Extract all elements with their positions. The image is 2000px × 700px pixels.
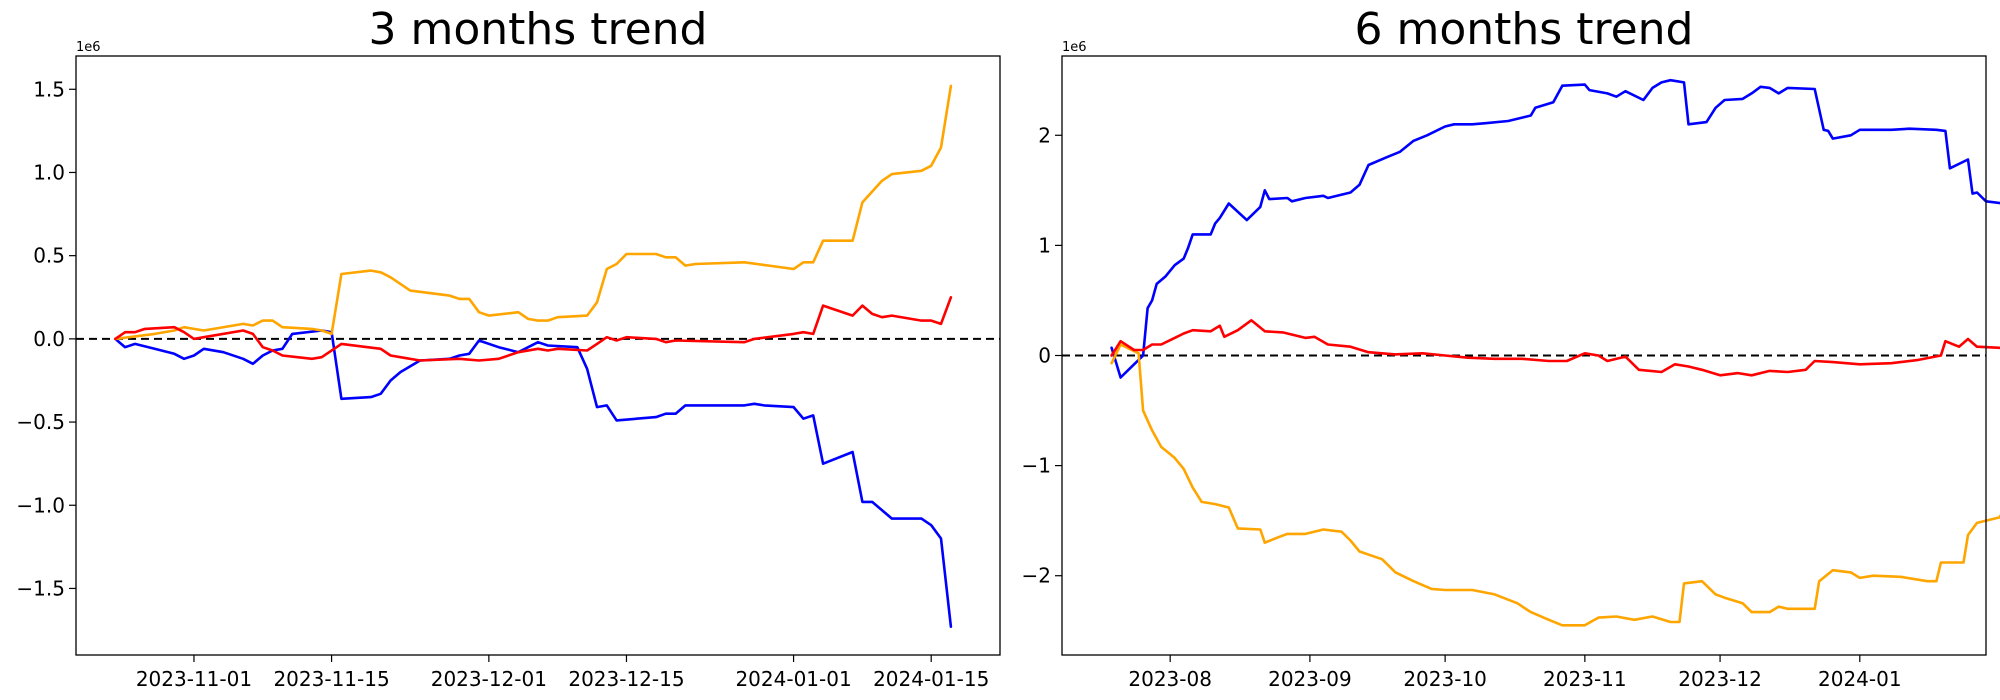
x-tick-label: 2024-01-15	[873, 667, 989, 691]
x-tick-label: 2023-08	[1128, 667, 1212, 691]
x-tick-label: 2023-11-15	[273, 667, 389, 691]
y-tick-label: 1	[1038, 233, 1051, 257]
chart-panel-3-months: 2023-11-01 2023-11-15 2023-12-01 2023-12-15…	[16, 4, 1001, 691]
chart-title: 3 months trend	[369, 4, 708, 55]
x-tick-label: 2023-09	[1268, 667, 1352, 691]
chart-title: 6 months trend	[1355, 4, 1694, 55]
x-tick-label: 2023-12-15	[568, 667, 684, 691]
y-tick-label: −2	[1022, 564, 1051, 588]
x-tick-label: 2023-11	[1543, 667, 1627, 691]
series-line-1	[114, 329, 953, 628]
x-tick-label: 2024-01-01	[735, 667, 851, 691]
x-tick-label: 2024-01	[1818, 667, 1902, 691]
x-tick-label: 2023-12	[1678, 667, 1762, 691]
x-tick-label: 2023-10	[1403, 667, 1487, 691]
chart-panel-6-months: 2023-08 2023-09 2023-10 2023-11 2023-12 2024-…	[1022, 4, 2000, 691]
y-tick-label: 1.5	[33, 77, 65, 101]
axes-frame	[75, 55, 1001, 656]
y-tick-label: −1	[1022, 454, 1051, 478]
y-tick-label: 0	[1038, 344, 1051, 368]
y-tick-label: 2	[1038, 123, 1051, 147]
y-tick-label: −1.0	[16, 493, 65, 517]
series-line-2	[1110, 343, 2000, 627]
y-offset-label: 1e6	[76, 40, 101, 55]
series-line-3	[1110, 319, 2000, 377]
series-line-3	[114, 296, 953, 362]
y-tick-label: −0.5	[16, 410, 65, 434]
x-tick-label: 2023-11-01	[136, 667, 252, 691]
y-tick-label: 1.0	[33, 160, 65, 184]
series-line-2	[114, 84, 953, 341]
series-line-1	[1110, 78, 2000, 379]
y-tick-label: 0.0	[33, 327, 65, 351]
y-tick-label: −1.5	[16, 576, 65, 600]
y-offset-label: 1e6	[1062, 40, 1087, 55]
y-tick-label: 0.5	[33, 244, 65, 268]
x-tick-label: 2023-12-01	[431, 667, 547, 691]
